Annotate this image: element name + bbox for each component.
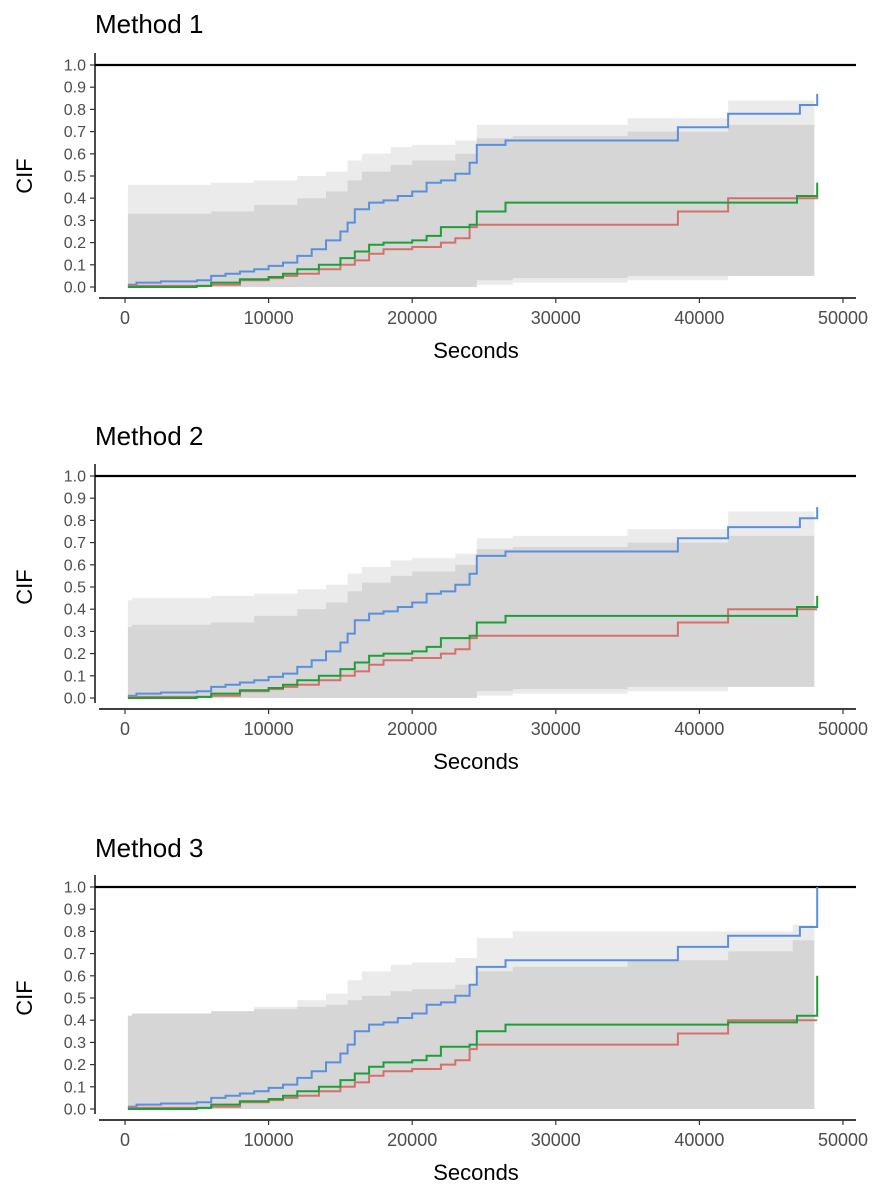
- x-tick-label: 50000: [818, 1130, 868, 1150]
- y-tick-label: 0.6: [64, 968, 86, 985]
- x-tick-label: 50000: [818, 308, 868, 328]
- x-tick-label: 10000: [244, 719, 294, 739]
- y-tick-label: 0.5: [64, 169, 86, 186]
- x-tick-label: 20000: [387, 719, 437, 739]
- series-line-blue: [127, 507, 819, 697]
- x-tick-label: 30000: [531, 308, 581, 328]
- x-axis-label: Seconds: [433, 749, 519, 774]
- x-tick-label: 0: [120, 719, 130, 739]
- x-axis-label: Seconds: [433, 1160, 519, 1185]
- y-tick-label: 0.9: [64, 491, 86, 508]
- x-tick-label: 40000: [674, 308, 724, 328]
- chart-panel-1: Method 1 0.0 0.1 0.2 0.3 0.4 0.5 0.6 0.7 0.8 0.9 1.…: [12, 9, 868, 363]
- chart-panel-3: Method 3 0.0 0.1 0.2 0.3 0.4 0.5 0.6 0.7 0.8 0.9 1.…: [12, 833, 868, 1185]
- x-tick-label: 30000: [531, 1130, 581, 1150]
- series-line-blue: [127, 887, 819, 1108]
- y-tick-label: 0.6: [64, 146, 86, 163]
- y-tick-label: 0.2: [64, 646, 86, 663]
- y-tick-label: 0.3: [64, 624, 86, 641]
- series-line-blue: [127, 93, 819, 286]
- y-tick-label: 0.2: [64, 235, 86, 252]
- y-tick-label: 0.1: [64, 668, 86, 685]
- y-tick-label: 0.9: [64, 80, 86, 97]
- y-tick-label: 0.3: [64, 213, 86, 230]
- x-axis-label: Seconds: [433, 338, 519, 363]
- series-line-green: [127, 182, 819, 288]
- y-tick-label: 0.0: [64, 280, 86, 297]
- chart-title: Method 1: [95, 9, 203, 39]
- y-axis-label: CIF: [12, 980, 37, 1015]
- y-tick-label: 0.7: [64, 124, 86, 141]
- chart-panel-2: Method 2 0.0 0.1 0.2 0.3 0.4 0.5 0.6 0.7 0.8 0.9 1.…: [12, 421, 868, 774]
- x-tick-label: 30000: [531, 719, 581, 739]
- confidence-band-2: [127, 109, 815, 288]
- chart-title: Method 3: [95, 833, 203, 863]
- x-tick-label: 50000: [818, 719, 868, 739]
- y-tick-label: 0.7: [64, 535, 86, 552]
- y-tick-label: 0.1: [64, 257, 86, 274]
- x-tick-label: 40000: [674, 719, 724, 739]
- x-tick-label: 20000: [387, 1130, 437, 1150]
- series-line-red: [127, 196, 819, 287]
- y-axis-label: CIF: [12, 158, 37, 193]
- x-tick-label: 20000: [387, 308, 437, 328]
- y-tick-label: 1.0: [64, 58, 86, 75]
- confidence-band-2: [127, 913, 815, 1109]
- y-tick-label: 0.2: [64, 1057, 86, 1074]
- series-line-green: [127, 975, 819, 1110]
- chart-title: Method 2: [95, 421, 203, 451]
- x-tick-label: 10000: [244, 308, 294, 328]
- x-tick-label: 10000: [244, 1130, 294, 1150]
- y-tick-label: 1.0: [64, 880, 86, 897]
- y-tick-label: 0.1: [64, 1079, 86, 1096]
- series-line-green: [127, 595, 819, 699]
- y-tick-label: 0.8: [64, 924, 86, 941]
- y-tick-label: 0.4: [64, 602, 86, 619]
- y-tick-label: 0.4: [64, 191, 86, 208]
- y-tick-label: 0.0: [64, 691, 86, 708]
- y-tick-label: 0.7: [64, 946, 86, 963]
- x-tick-label: 0: [120, 308, 130, 328]
- y-tick-label: 0.5: [64, 991, 86, 1008]
- x-tick-label: 40000: [674, 1130, 724, 1150]
- y-tick-label: 0.9: [64, 902, 86, 919]
- y-tick-label: 0.4: [64, 1013, 86, 1030]
- y-tick-label: 0.8: [64, 513, 86, 530]
- y-tick-label: 0.6: [64, 557, 86, 574]
- y-axis-label: CIF: [12, 569, 37, 604]
- y-tick-label: 0.3: [64, 1035, 86, 1052]
- y-tick-label: 1.0: [64, 469, 86, 486]
- x-tick-label: 0: [120, 1130, 130, 1150]
- y-tick-label: 0.5: [64, 580, 86, 597]
- y-tick-label: 0.0: [64, 1102, 86, 1119]
- confidence-band-2: [127, 522, 815, 698]
- y-tick-label: 0.8: [64, 102, 86, 119]
